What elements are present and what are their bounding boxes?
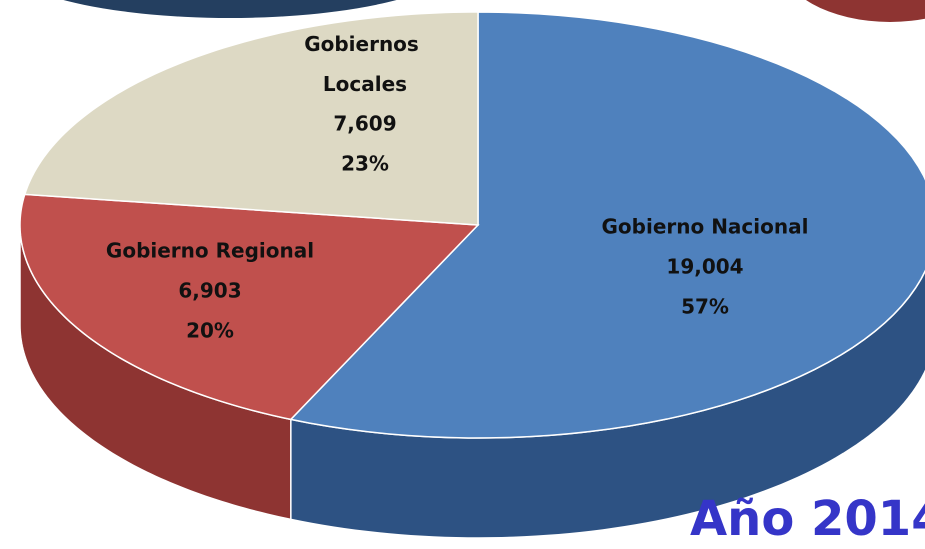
value-label: 19,004: [666, 255, 743, 279]
slice: [23, 11, 479, 226]
slice-label: Gobierno Nacional: [602, 215, 809, 239]
percent-label: 20%: [186, 319, 234, 343]
slice-label: Gobierno Regional: [106, 239, 314, 263]
decor-pie: [63, 0, 397, 18]
percent-label: 57%: [681, 295, 729, 319]
decor-pie: [805, 0, 925, 22]
slice-label: Gobiernos Locales: [304, 32, 426, 96]
slice: [289, 11, 925, 439]
value-label: 6,903: [178, 279, 241, 303]
slice: [19, 193, 480, 421]
value-label: 7,609: [333, 112, 396, 136]
chart-title: Año 2014: [690, 491, 925, 547]
percent-label: 23%: [341, 152, 389, 176]
pie: Gobierno Nacional 19,004 57% Gobierno Regio…: [19, 11, 925, 539]
